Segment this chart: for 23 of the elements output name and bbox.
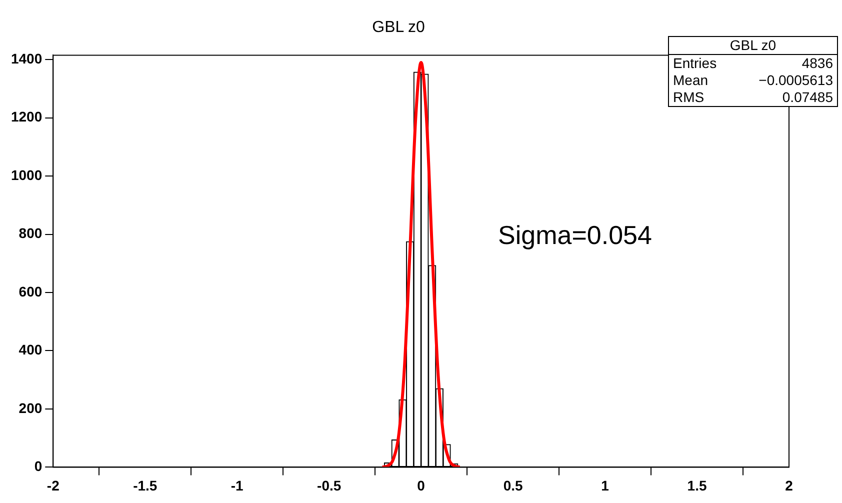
y-tick-label: 200 [18, 400, 42, 416]
chart-title: GBL z0 [372, 19, 425, 36]
text: Entries 4836 [673, 55, 833, 71]
annotation: Sigma=0.054 [498, 220, 652, 251]
x-tick-label: 0.5 [503, 477, 523, 494]
y-tick-label: 400 [18, 342, 42, 358]
text: Mean −0.0005613 [673, 72, 833, 88]
y-tick-label: 1400 [10, 50, 42, 66]
x-tick-label: -2 [46, 477, 60, 494]
y-tick-label: 800 [18, 225, 42, 242]
text: RMS 0.07485 [673, 89, 833, 105]
y-tick-label: 0 [34, 458, 42, 474]
x-tick-label: -1 [230, 477, 244, 494]
y-tick-label: 600 [18, 283, 42, 300]
y-tick-label: 1000 [10, 166, 42, 183]
x-tick-label: 1 [601, 477, 610, 494]
x-tick-label: 0 [417, 477, 426, 494]
x-tick-label: -1.5 [133, 477, 158, 494]
text: GBL z0 [669, 37, 837, 55]
x-tick-label: 2 [785, 477, 794, 494]
x-tick-label: 1.5 [687, 477, 707, 494]
y-tick-label: 1200 [10, 108, 42, 125]
x-tick-label: -0.5 [317, 477, 342, 494]
